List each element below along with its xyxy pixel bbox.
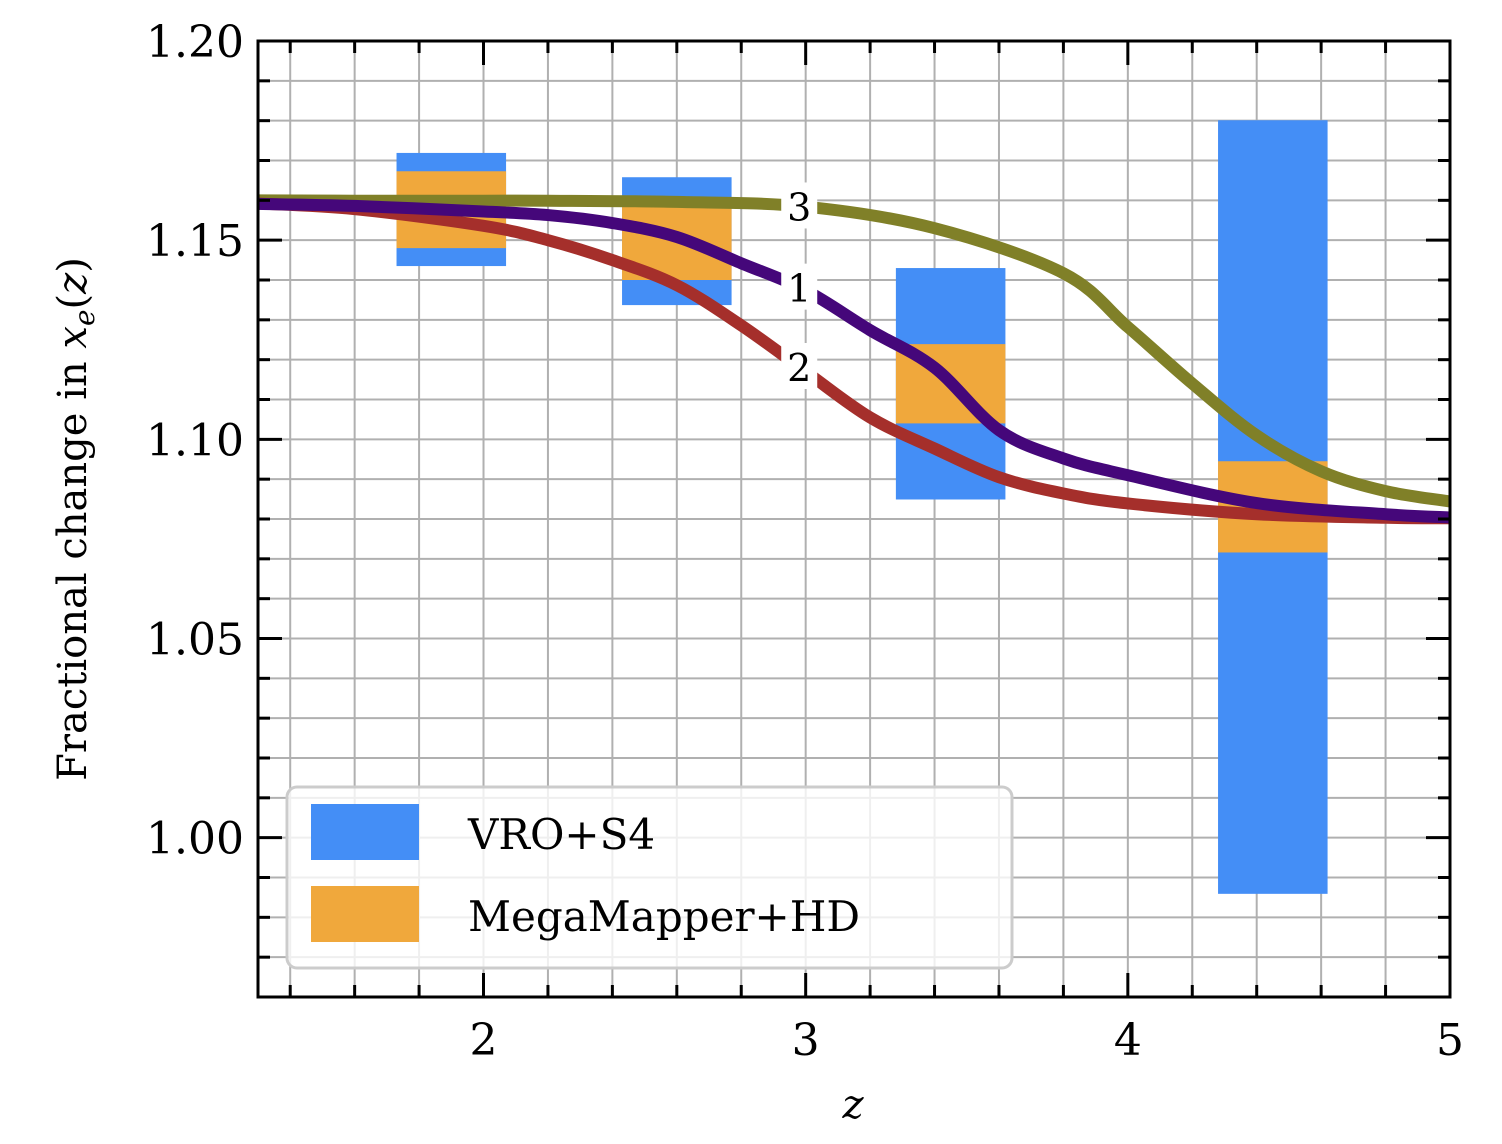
x-tick-label: 3 (792, 1015, 820, 1066)
legend-swatch-megamapper-hd (311, 886, 419, 942)
y-tick-label: 1.10 (146, 415, 244, 466)
legend: VRO+S4 MegaMapper+HD (285, 785, 1014, 970)
curve-label-3: 3 (787, 185, 811, 229)
legend-label-vro-s4: VRO+S4 (467, 810, 655, 859)
x-axis-label: z (841, 1082, 864, 1128)
curve-1 (258, 197, 1450, 524)
curve-2 (258, 197, 1450, 525)
curve-label-1: 1 (787, 267, 811, 311)
x-tick-label: 4 (1114, 1015, 1142, 1066)
y-axis-label: Fractional change in xe(z) (50, 257, 101, 781)
x-tick-label: 5 (1436, 1015, 1464, 1066)
curve-label-2: 2 (787, 346, 811, 390)
tick-labels: 2 3 4 5 1.00 1.05 1.10 1.15 1.20 (146, 17, 1464, 1066)
x-tick-label: 2 (470, 1015, 498, 1066)
legend-frame (285, 785, 1014, 970)
curve-label-background (781, 342, 818, 389)
legend-label-megamapper-hd: MegaMapper+HD (468, 892, 860, 941)
legend-swatch-vro-s4 (311, 804, 419, 860)
y-tick-label: 1.20 (146, 17, 244, 68)
y-tick-label: 1.05 (146, 615, 244, 666)
curves (258, 194, 1450, 525)
curve-label-background (781, 182, 818, 229)
y-tick-label: 1.00 (146, 814, 244, 865)
curve-label-background (781, 263, 818, 310)
curve-3 (258, 194, 1450, 508)
plot-frame (256, 39, 1452, 999)
curve-labels: 3 2 1 (781, 182, 818, 390)
y-tick-label: 1.15 (146, 216, 244, 267)
